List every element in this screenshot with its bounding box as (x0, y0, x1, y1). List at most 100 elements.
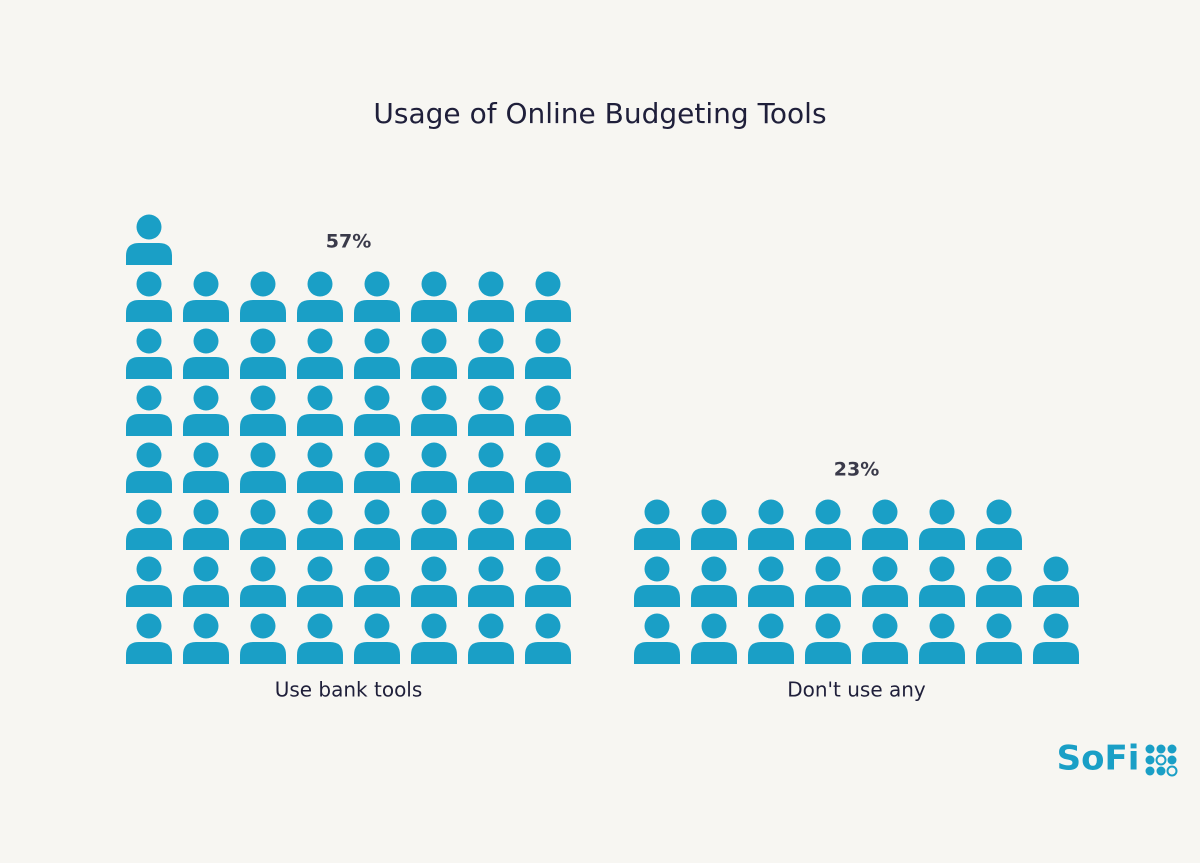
person-head (421, 271, 447, 297)
person-icon (748, 613, 794, 664)
person-icon (468, 499, 514, 550)
person-head (307, 613, 333, 639)
person-head (307, 271, 333, 297)
person-body (976, 642, 1022, 664)
person-body (468, 414, 514, 436)
person-head (986, 499, 1012, 525)
person-body (468, 357, 514, 379)
person-body (240, 642, 286, 664)
person-body (919, 642, 965, 664)
person-icon (354, 442, 400, 493)
person-head (421, 328, 447, 354)
person-icon (468, 328, 514, 379)
person-head (872, 613, 898, 639)
brand-name: SoFi (1057, 739, 1140, 779)
person-body (126, 585, 172, 607)
person-head (307, 385, 333, 411)
person-head (535, 442, 561, 468)
person-body (919, 585, 965, 607)
person-icon (468, 385, 514, 436)
person-head (478, 385, 504, 411)
person-head (701, 613, 727, 639)
person-icon (240, 613, 286, 664)
value-label: 23% (834, 459, 879, 481)
person-icon (468, 442, 514, 493)
person-body (691, 528, 737, 550)
person-body (183, 528, 229, 550)
person-icon (691, 499, 737, 550)
person-body (183, 414, 229, 436)
category-label: Don't use any (787, 678, 926, 702)
person-icon (525, 556, 571, 607)
person-icon (411, 556, 457, 607)
person-icon (354, 328, 400, 379)
person-head (193, 442, 219, 468)
person-icon (126, 271, 172, 322)
person-body (862, 585, 908, 607)
person-body (748, 528, 794, 550)
person-head (193, 271, 219, 297)
person-icon (240, 442, 286, 493)
person-body (240, 414, 286, 436)
person-body (297, 642, 343, 664)
person-body (126, 300, 172, 322)
person-icon (354, 499, 400, 550)
person-icon (354, 556, 400, 607)
person-body (126, 243, 172, 265)
category-label: Use bank tools (275, 678, 423, 702)
person-body (354, 528, 400, 550)
person-body (468, 471, 514, 493)
person-body (525, 414, 571, 436)
person-icon (525, 499, 571, 550)
person-icon (183, 442, 229, 493)
person-icon (634, 556, 680, 607)
person-icon (691, 613, 737, 664)
person-icon (976, 499, 1022, 550)
person-body (411, 300, 457, 322)
person-body (126, 471, 172, 493)
person-head (1043, 556, 1069, 582)
person-head (136, 613, 162, 639)
person-icon (919, 613, 965, 664)
person-body (748, 642, 794, 664)
person-body (976, 528, 1022, 550)
pictogram-group (634, 499, 1079, 664)
person-body (183, 585, 229, 607)
person-icon (919, 499, 965, 550)
person-body (240, 357, 286, 379)
person-body (691, 642, 737, 664)
person-body (183, 300, 229, 322)
person-icon (525, 271, 571, 322)
person-body (976, 585, 1022, 607)
person-icon (1033, 613, 1079, 664)
person-icon (976, 556, 1022, 607)
person-icon (297, 499, 343, 550)
person-icon (126, 442, 172, 493)
person-body (183, 471, 229, 493)
person-head (815, 556, 841, 582)
person-icon (805, 613, 851, 664)
person-head (478, 328, 504, 354)
person-icon (468, 613, 514, 664)
person-icon (411, 442, 457, 493)
person-head (193, 499, 219, 525)
person-head (250, 442, 276, 468)
person-icon (297, 385, 343, 436)
person-icon (240, 385, 286, 436)
person-icon (126, 499, 172, 550)
person-icon (862, 499, 908, 550)
person-head (478, 556, 504, 582)
person-icon (1033, 556, 1079, 607)
person-icon (411, 328, 457, 379)
person-body (748, 585, 794, 607)
person-body (240, 300, 286, 322)
person-body (297, 528, 343, 550)
person-icon (297, 442, 343, 493)
person-head (478, 271, 504, 297)
person-body (297, 471, 343, 493)
person-head (478, 613, 504, 639)
person-body (468, 528, 514, 550)
person-body (634, 528, 680, 550)
person-head (929, 556, 955, 582)
